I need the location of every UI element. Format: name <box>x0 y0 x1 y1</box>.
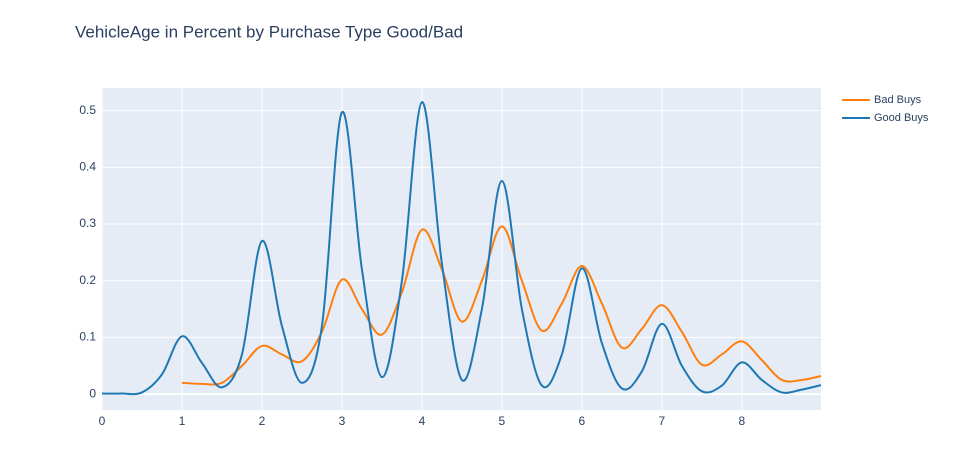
y-tick-label: 0.1 <box>79 330 96 344</box>
y-tick-label: 0 <box>89 386 96 400</box>
y-tick-label: 0.5 <box>79 103 96 117</box>
x-tick-label: 8 <box>738 414 745 428</box>
chart-title: VehicleAge in Percent by Purchase Type G… <box>75 22 463 41</box>
x-tick-label: 5 <box>499 414 506 428</box>
x-tick-label: 2 <box>259 414 266 428</box>
legend-label: Bad Buys <box>874 94 922 106</box>
x-tick-label: 6 <box>579 414 586 428</box>
x-tick-label: 0 <box>99 414 106 428</box>
x-tick-label: 1 <box>179 414 186 428</box>
y-tick-label: 0.3 <box>79 216 96 230</box>
x-tick-label: 4 <box>419 414 426 428</box>
line <box>101 101 822 396</box>
legend-label: Good Buys <box>874 112 929 124</box>
x-tick-label: 3 <box>339 414 346 428</box>
y-tick-label: 0.4 <box>79 160 96 174</box>
x-tick-label: 7 <box>659 414 666 428</box>
y-tick-label: 0.2 <box>79 273 96 287</box>
plot-area <box>102 88 821 410</box>
line <box>181 225 822 386</box>
